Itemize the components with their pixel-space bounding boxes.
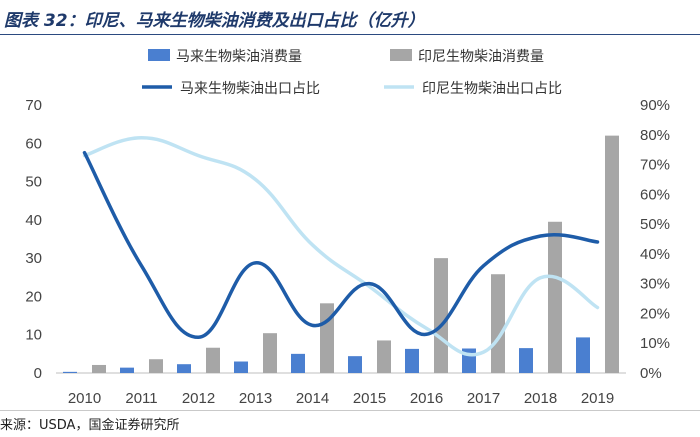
bar	[491, 274, 505, 373]
legend-label: 马来生物柴油出口占比	[180, 81, 320, 97]
y-left-tick-label: 0	[34, 365, 42, 382]
y-right-tick-label: 80%	[640, 127, 670, 144]
bar	[377, 340, 391, 373]
bar	[206, 347, 220, 373]
y-right-tick-label: 60%	[640, 186, 670, 203]
y-left-tick-label: 50	[25, 174, 42, 191]
y-left-tick-label: 10	[25, 327, 42, 344]
y-left-tick-label: 40	[25, 212, 42, 229]
y-right-tick-label: 40%	[640, 246, 670, 263]
y-right-tick-label: 10%	[640, 335, 670, 352]
bar	[149, 359, 163, 373]
y-right-tick-label: 50%	[640, 216, 670, 233]
y-left-tick-label: 60	[25, 135, 42, 152]
y-right-tick-label: 70%	[640, 157, 670, 174]
y-right-tick-label: 90%	[640, 97, 670, 114]
footer-divider	[0, 410, 700, 411]
x-tick-label: 2016	[410, 390, 443, 407]
bar	[320, 303, 334, 373]
bar	[63, 371, 77, 373]
y-right-tick-label: 0%	[640, 365, 662, 382]
legend-label: 印尼生物柴油出口占比	[422, 81, 562, 97]
y-left-tick-label: 70	[25, 97, 42, 114]
bar	[348, 356, 362, 373]
bar	[405, 348, 419, 373]
y-left-tick-label: 30	[25, 250, 42, 267]
title-divider	[0, 34, 700, 35]
x-tick-label: 2014	[296, 390, 329, 407]
line-layer	[82, 136, 600, 357]
y-right-tick-label: 30%	[640, 276, 670, 293]
series-line	[82, 150, 600, 340]
bar	[576, 337, 590, 373]
x-tick-label: 2018	[524, 390, 557, 407]
bar	[548, 221, 562, 373]
chart-axes: 0 10 20 30 40 50 60 70 0% 10% 20% 30% 40% 50% 60% 70% 80…	[25, 97, 670, 407]
x-tick-label: 2015	[353, 390, 386, 407]
bar-layer	[63, 135, 619, 373]
bar	[434, 258, 448, 373]
chart-title: 图表 32：印尼、马来生物柴油消费及出口占比（亿升）	[4, 11, 425, 31]
x-tick-label: 2019	[581, 390, 614, 407]
bar	[519, 348, 533, 373]
y-right-tick-label: 20%	[640, 305, 670, 322]
legend-swatch	[390, 49, 412, 61]
bar	[120, 367, 134, 373]
bar	[263, 333, 277, 373]
legend-label: 马来生物柴油消费量	[176, 49, 302, 65]
y-left-tick-label: 20	[25, 288, 42, 305]
x-tick-label: 2017	[467, 390, 500, 407]
title-bar: 图表 32：印尼、马来生物柴油消费及出口占比（亿升）	[0, 0, 700, 35]
bar	[605, 135, 619, 373]
x-tick-label: 2012	[182, 390, 215, 407]
x-tick-label: 2010	[68, 390, 101, 407]
x-tick-label: 2011	[125, 390, 157, 407]
source-note: 来源：USDA，国金证券研究所	[0, 418, 180, 433]
legend-swatch	[148, 49, 170, 61]
x-tick-label: 2013	[239, 390, 272, 407]
bar	[291, 353, 305, 373]
bar	[177, 364, 191, 373]
series-line	[82, 136, 600, 357]
legend-label: 印尼生物柴油消费量	[418, 49, 544, 65]
bar	[234, 361, 248, 373]
bar	[92, 364, 106, 373]
